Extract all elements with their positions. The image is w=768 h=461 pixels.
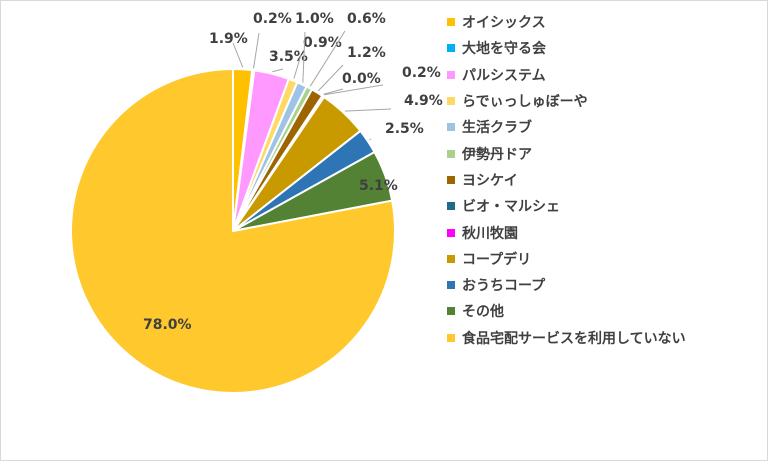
data-label: 0.9% — [303, 35, 342, 51]
legend-swatch — [447, 18, 455, 27]
legend-label: 大地を守る会 — [462, 41, 546, 58]
data-label: 0.6% — [347, 11, 386, 27]
leader-line — [253, 32, 260, 69]
leader-line — [317, 64, 344, 92]
legend-swatch — [447, 44, 455, 53]
legend-item: おうちコープ — [447, 272, 762, 298]
leader-line — [323, 88, 344, 95]
legend-swatch — [447, 307, 455, 316]
legend-item: 食品宅配サービスを利用していない — [447, 325, 762, 351]
legend-swatch — [447, 175, 455, 184]
data-label: 78.0% — [143, 317, 192, 333]
legend-swatch — [447, 149, 455, 158]
legend-item: オイシックス — [447, 9, 762, 35]
legend-label: 伊勢丹ドア — [462, 146, 532, 163]
legend-item: 生活クラブ — [447, 114, 762, 140]
legend-item: パルシステム — [447, 62, 762, 88]
legend-swatch — [447, 228, 455, 237]
legend-swatch — [447, 333, 455, 342]
data-label: 3.5% — [269, 49, 308, 65]
data-label: 4.9% — [404, 93, 443, 109]
leader-line — [369, 138, 372, 141]
data-label: 1.9% — [209, 31, 248, 47]
legend-label: パルシステム — [462, 67, 546, 84]
leader-line — [309, 30, 346, 87]
legend-label: おうちコープ — [462, 278, 546, 295]
data-label: 2.5% — [385, 121, 424, 137]
legend-swatch — [447, 254, 455, 263]
legend-swatch — [447, 281, 455, 290]
data-label: 1.0% — [295, 11, 334, 27]
data-label: 0.2% — [402, 65, 441, 81]
leader-line — [324, 84, 384, 96]
legend-item: コープデリ — [447, 246, 762, 272]
leader-line — [232, 42, 244, 68]
legend-swatch — [447, 123, 455, 132]
leader-line — [302, 31, 306, 83]
legend-item: その他 — [447, 298, 762, 324]
leader-line — [293, 54, 302, 79]
legend-label: 食品宅配サービスを利用していない — [462, 330, 686, 347]
legend-label: らでぃっしゅぼーや — [462, 94, 588, 111]
legend-swatch — [447, 202, 455, 211]
legend-item: 伊勢丹ドア — [447, 140, 762, 166]
legend-item: 秋川牧園 — [447, 219, 762, 245]
legend-item: らでぃっしゅぼーや — [447, 88, 762, 114]
data-label: 1.2% — [347, 45, 386, 61]
legend-item: ヨシケイ — [447, 167, 762, 193]
data-label: 0.0% — [342, 71, 381, 87]
pie-slice — [70, 67, 396, 394]
leader-line — [344, 108, 392, 112]
legend: オイシックス 大地を守る会 パルシステムらでぃっしゅぼーや 生活クラブ伊勢丹ドアヨシケ… — [447, 9, 762, 351]
legend-label: コープデリ — [462, 251, 532, 268]
data-label: 0.2% — [253, 11, 292, 27]
leader-line — [272, 68, 284, 73]
legend-label: 生活クラブ — [462, 120, 532, 137]
legend-label: ヨシケイ — [462, 172, 518, 189]
data-label: 5.1% — [359, 178, 398, 194]
legend-label: ビオ・マルシェ — [462, 199, 560, 216]
legend-label: 秋川牧園 — [462, 225, 518, 242]
legend-swatch — [447, 70, 455, 79]
legend-item: 大地を守る会 — [447, 35, 762, 61]
legend-swatch — [447, 97, 455, 106]
legend-item: ビオ・マルシェ — [447, 193, 762, 219]
legend-label: その他 — [462, 304, 504, 321]
legend-label: オイシックス — [462, 15, 546, 32]
